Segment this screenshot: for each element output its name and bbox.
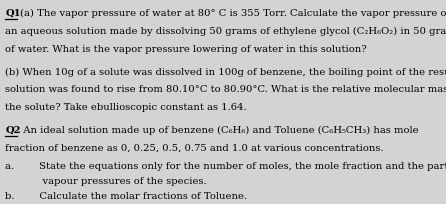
Text: Q1: Q1 <box>5 9 21 18</box>
Text: . An ideal solution made up of benzene (C₆H₆) and Toluene (C₆H₅CH₃) has mole: . An ideal solution made up of benzene (… <box>17 126 419 135</box>
Text: solution was found to rise from 80.10°C to 80.90°C. What is the relative molecul: solution was found to rise from 80.10°C … <box>5 85 446 94</box>
Text: a.        State the equations only for the number of moles, the mole fraction an: a. State the equations only for the numb… <box>5 162 446 171</box>
Text: (b) When 10g of a solute was dissolved in 100g of benzene, the boiling point of : (b) When 10g of a solute was dissolved i… <box>5 68 446 77</box>
Text: fraction of benzene as 0, 0.25, 0.5, 0.75 and 1.0 at various concentrations.: fraction of benzene as 0, 0.25, 0.5, 0.7… <box>5 144 384 153</box>
Text: the solute? Take ebullioscopic constant as 1.64.: the solute? Take ebullioscopic constant … <box>5 103 247 112</box>
Text: Q2: Q2 <box>5 126 21 135</box>
Text: of water. What is the vapor pressure lowering of water in this solution?: of water. What is the vapor pressure low… <box>5 45 367 54</box>
Text: (a) The vapor pressure of water at 80° C is 355 Torr. Calculate the vapor pressu: (a) The vapor pressure of water at 80° C… <box>17 9 446 18</box>
Text: vapour pressures of the species.: vapour pressures of the species. <box>5 177 207 186</box>
Text: an aqueous solution made by dissolving 50 grams of ethylene glycol (C₂H₆O₂) in 5: an aqueous solution made by dissolving 5… <box>5 27 446 36</box>
Text: b.        Calculate the molar fractions of Toluene.: b. Calculate the molar fractions of Tolu… <box>5 192 248 201</box>
